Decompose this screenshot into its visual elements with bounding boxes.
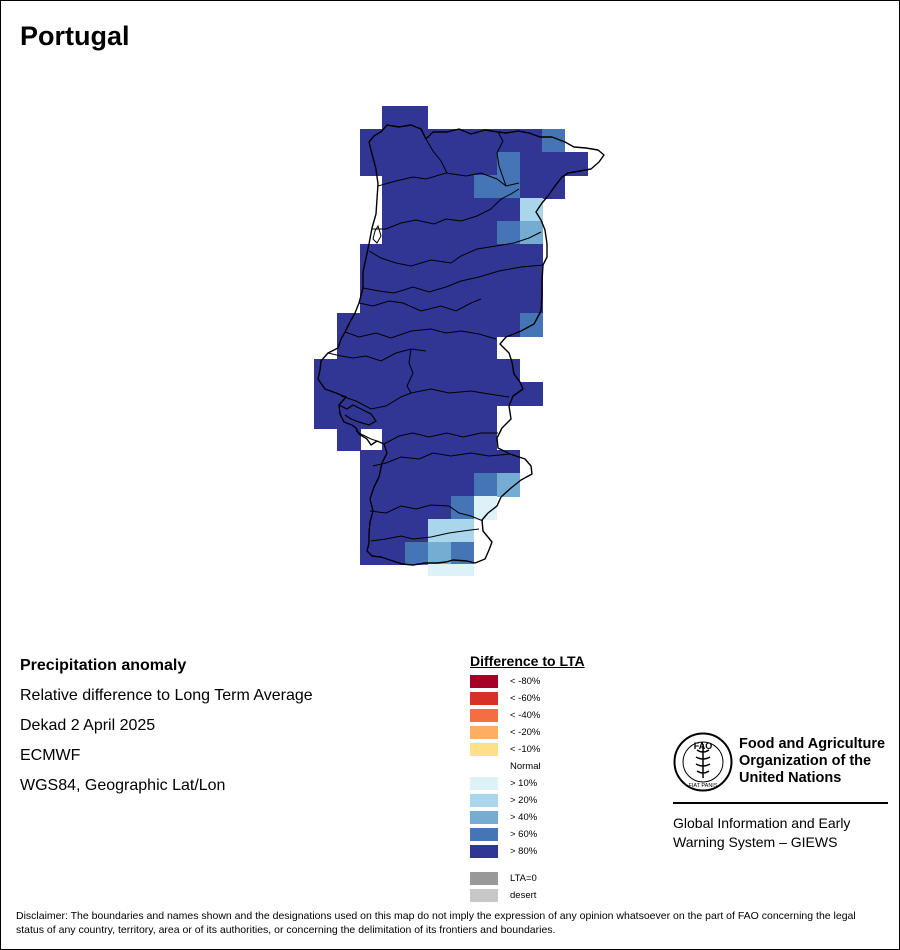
legend-item: Normal bbox=[470, 758, 585, 775]
grid-cell bbox=[474, 473, 497, 497]
legend-title: Difference to LTA bbox=[470, 653, 585, 669]
grid-cell bbox=[474, 496, 497, 520]
legend-swatch bbox=[470, 811, 498, 824]
legend-label: < -60% bbox=[510, 693, 541, 704]
sado-estuary bbox=[355, 430, 378, 442]
legend-item: < -60% bbox=[470, 690, 585, 707]
legend-swatch bbox=[470, 743, 498, 756]
legend-label: > 40% bbox=[510, 812, 538, 823]
grid-cell bbox=[360, 244, 543, 314]
anomaly-map bbox=[314, 106, 605, 576]
legend-item: < -20% bbox=[470, 724, 585, 741]
grid-cell bbox=[428, 542, 451, 565]
legend-item: desert bbox=[470, 887, 585, 904]
legend-swatch bbox=[470, 675, 498, 688]
period-label: Dekad 2 April 2025 bbox=[20, 717, 156, 734]
grid-cell bbox=[337, 428, 361, 451]
legend-swatch bbox=[470, 828, 498, 841]
legend-label: > 10% bbox=[510, 778, 538, 789]
fao-logo-icon: FAO FIAT PANIS bbox=[673, 732, 733, 792]
legend-item: > 20% bbox=[470, 792, 585, 809]
grid-cell bbox=[314, 382, 543, 406]
legend-item: > 40% bbox=[470, 809, 585, 826]
grid-cell bbox=[360, 473, 474, 497]
legend-swatch bbox=[470, 726, 498, 739]
legend-swatch bbox=[470, 709, 498, 722]
legend-item: < -10% bbox=[470, 741, 585, 758]
grid-cell bbox=[382, 221, 497, 245]
grid-cell bbox=[360, 496, 452, 520]
district-boundaries bbox=[327, 131, 544, 542]
grid-cell bbox=[474, 175, 497, 199]
legend-label: > 60% bbox=[510, 829, 538, 840]
country-border bbox=[317, 124, 605, 566]
map-info: Precipitation anomaly Relative differenc… bbox=[20, 657, 313, 807]
grid-cell bbox=[428, 564, 474, 576]
grid-cell bbox=[314, 359, 520, 383]
grid-cell bbox=[360, 129, 543, 153]
legend-item: > 80% bbox=[470, 843, 585, 860]
grid-cell bbox=[451, 496, 474, 520]
legend-item: LTA=0 bbox=[470, 870, 585, 887]
map-title: Portugal bbox=[20, 21, 130, 51]
legend-swatch bbox=[470, 889, 498, 902]
grid-cell bbox=[360, 542, 406, 565]
legend-swatch bbox=[470, 872, 498, 885]
tagus-estuary bbox=[338, 404, 377, 426]
legend-item: > 60% bbox=[470, 826, 585, 843]
legend-label: > 20% bbox=[510, 795, 538, 806]
anomaly-grid bbox=[314, 106, 588, 576]
data-source: ECMWF bbox=[20, 747, 81, 764]
fao-logo-letters: FAO bbox=[694, 741, 713, 751]
product-name: Precipitation anomaly bbox=[20, 657, 187, 674]
legend-swatch bbox=[470, 777, 498, 790]
disclaimer: Disclaimer: The boundaries and names sho… bbox=[16, 910, 856, 936]
legend-swatch bbox=[470, 760, 498, 773]
legend-swatch bbox=[470, 794, 498, 807]
legend-label: desert bbox=[510, 890, 537, 901]
grid-cell bbox=[382, 175, 565, 199]
legend-label: < -40% bbox=[510, 710, 541, 721]
grid-cell bbox=[337, 313, 520, 337]
aveiro-lagoon bbox=[372, 224, 382, 244]
grid-cell bbox=[360, 152, 588, 176]
grid-cell bbox=[314, 405, 497, 429]
projection-label: WGS84, Geographic Lat/Lon bbox=[20, 777, 226, 794]
grid-cell bbox=[497, 473, 520, 497]
legend-swatch bbox=[470, 692, 498, 705]
legend-label: LTA=0 bbox=[510, 873, 537, 884]
legend-label: > 80% bbox=[510, 846, 538, 857]
legend-item: < -40% bbox=[470, 707, 585, 724]
grid-cell bbox=[382, 428, 497, 451]
legend-label: < -20% bbox=[510, 727, 541, 738]
legend-label: < -10% bbox=[510, 744, 541, 755]
grid-cell bbox=[497, 221, 520, 245]
grid-cell bbox=[497, 175, 520, 199]
grid-cell bbox=[520, 198, 543, 222]
grid-cell bbox=[405, 542, 429, 565]
grid-cell bbox=[360, 450, 520, 474]
fao-logo-motto: FIAT PANIS bbox=[688, 783, 717, 789]
fao-name: Food and Agriculture Organization of the… bbox=[739, 736, 886, 786]
giews-name: Global Information and Early Warning Sys… bbox=[673, 815, 851, 850]
grid-cell bbox=[428, 519, 474, 543]
product-description: Relative difference to Long Term Average bbox=[20, 687, 313, 704]
grid-cell bbox=[451, 542, 474, 565]
legend-label: Normal bbox=[510, 761, 541, 772]
divider bbox=[673, 802, 888, 804]
grid-cell bbox=[542, 129, 565, 153]
grid-cell bbox=[382, 198, 520, 222]
legend-item: < -80% bbox=[470, 673, 585, 690]
grid-cell bbox=[497, 152, 520, 176]
legend-label: < -80% bbox=[510, 676, 541, 687]
legend-swatch bbox=[470, 845, 498, 858]
legend-item: > 10% bbox=[470, 775, 585, 792]
legend: Difference to LTA < -80% < -60% < -40% < -2… bbox=[470, 653, 585, 904]
